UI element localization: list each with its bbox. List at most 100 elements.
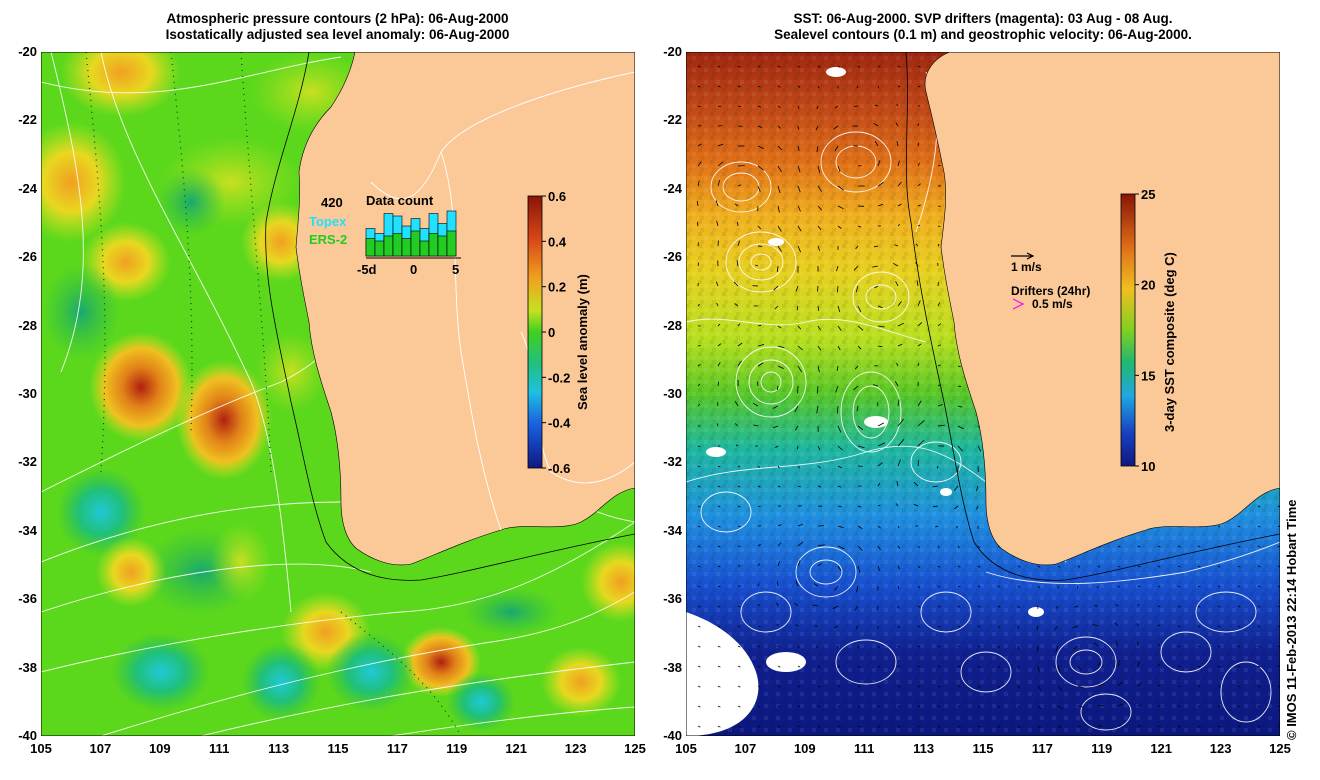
sst-colorbar-tick-label: 20 [1141,278,1155,293]
velocity-arrow [717,343,722,347]
velocity-arrow [1277,645,1280,648]
velocity-arrow [717,105,721,107]
velocity-arrow [757,165,764,171]
velocity-arrow [897,565,900,570]
velocity-arrow [897,439,905,447]
velocity-arrow [797,245,801,253]
velocity-arrow [817,685,821,688]
velocity-arrow [953,485,959,492]
velocity-arrow [1097,683,1105,687]
velocity-arrow [757,485,761,488]
velocity-arrow [797,165,801,173]
velocity-arrow [1077,725,1083,728]
velocity-arrow [1117,565,1121,568]
velocity-arrow [917,65,921,68]
ers2-count-bar [410,230,421,257]
velocity-arrow [1237,525,1241,528]
right-lat-tick-label: -34 [663,522,682,538]
velocity-arrow [977,705,981,708]
velocity-arrow [857,445,865,449]
velocity-arrow [917,685,921,688]
velocity-arrow [897,203,902,207]
left-lat-tick-label: -40 [18,728,37,743]
velocity-arrow [917,460,920,467]
velocity-arrow [1117,545,1121,548]
velocity-arrow [697,705,701,708]
velocity-arrow [957,365,961,368]
velocity-arrow [1093,642,1099,647]
velocity-arrow [817,544,825,547]
velocity-arrow [1237,645,1241,648]
velocity-arrow [955,525,959,529]
velocity-arrow [737,605,741,608]
velocity-arrow [757,85,761,88]
velocity-arrow [697,685,701,688]
velocity-arrow [857,645,859,649]
data-count-title: Data count [366,193,434,208]
velocity-arrow [1117,681,1123,687]
velocity-arrow [837,225,842,229]
data-count-bars [365,210,457,257]
sst-colorbar-ticks: 25 20 15 10 [1135,187,1155,474]
velocity-arrow [1197,645,1201,648]
velocity-arrow [697,585,701,588]
velocity-arrow [997,605,1001,608]
velocity-arrow [877,504,881,507]
velocity-arrow [977,585,981,588]
velocity-arrow [1037,585,1040,589]
velocity-arrow [697,345,701,347]
velocity-arrow [915,243,919,247]
velocity-arrow [837,705,841,708]
velocity-arrow [837,325,842,331]
velocity-arrow [1157,545,1161,548]
velocity-arrow [877,181,884,187]
velocity-arrow [1017,625,1020,629]
velocity-arrow [773,425,779,429]
velocity-arrow [817,562,822,567]
velocity-arrow [877,482,881,487]
velocity-arrow [836,365,839,372]
velocity-scale-arrowhead [1026,252,1035,260]
left-lat-tick-label: -20 [18,44,37,59]
velocity-arrow [913,503,919,507]
velocity-arrow [777,645,781,648]
velocity-arrow [737,465,741,468]
velocity-arrow [812,604,819,607]
velocity-arrow [877,525,881,529]
sst-colorbar-label: 3-day SST composite (deg C) [1162,252,1177,432]
velocity-arrow [1137,682,1142,687]
velocity-arrow [757,665,761,668]
velocity-arrow [897,399,900,407]
velocity-arrow [1217,525,1221,528]
velocity-arrow [697,665,701,668]
velocity-arrow [877,65,881,68]
velocity-arrow [717,323,721,327]
velocity-arrow [1237,665,1241,668]
velocity-arrow [877,160,881,167]
velocity-arrow [937,565,941,568]
left-lon-tick-label: 113 [268,741,290,756]
velocity-arrow [1237,725,1241,728]
velocity-arrow [817,85,820,89]
sst-colorbar-tick-label: 10 [1141,459,1155,474]
velocity-arrow [896,481,899,487]
velocity-arrow [757,705,761,708]
velocity-arrow [837,345,841,351]
velocity-arrow [777,705,781,708]
right-lon-tick-label: 105 [675,741,697,756]
velocity-arrow [957,405,963,408]
velocity-arrow [697,605,701,608]
velocity-arrow [836,265,839,272]
velocity-arrow [917,362,920,367]
ers2-count-bar [401,238,412,257]
velocity-arrow [917,85,921,88]
right-lat-tick-label: -40 [663,728,682,743]
velocity-arrow [1257,705,1261,708]
velocity-arrow [1017,685,1021,690]
right-lat-tick-label: -32 [663,454,682,470]
velocity-arrow [716,302,719,307]
sla-colorbar-tick-label: -0.4 [548,416,571,431]
velocity-arrow [857,525,863,529]
velocity-arrow [737,725,741,728]
velocity-arrow [977,625,981,628]
